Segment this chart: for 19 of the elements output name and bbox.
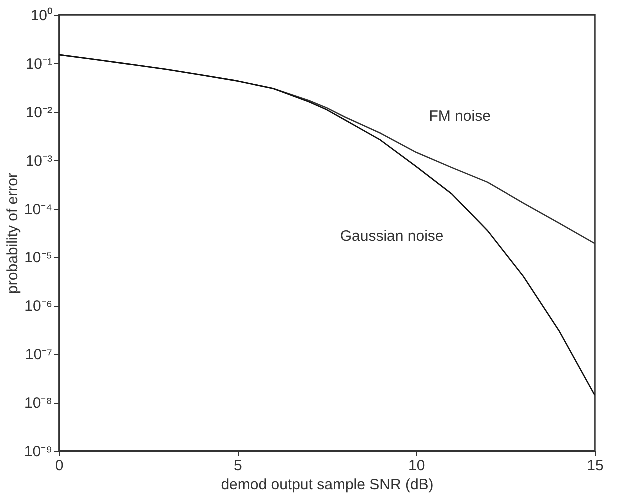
y-tick-label: 10⁻⁸ — [24, 395, 52, 412]
y-tick-label: 10⁻¹ — [26, 56, 52, 73]
y-tick-label: 10⁻² — [26, 104, 52, 122]
y-tick-label: 10⁻⁶ — [24, 298, 52, 316]
y-tick-label: 10⁻⁵ — [24, 250, 52, 267]
y-tick-label: 10⁰ — [30, 8, 52, 24]
y-tick-label: 10⁻⁴ — [24, 201, 52, 218]
y-tick-label: 10⁻⁷ — [25, 346, 52, 364]
line-series — [59, 54, 595, 396]
x-tick-label: 5 — [234, 458, 242, 474]
x-tick-label: 10 — [408, 458, 426, 474]
text: FM noise — [429, 108, 491, 125]
series-label: Gaussian noise — [340, 228, 444, 246]
x-tick-label: 15 — [587, 458, 604, 474]
y-tick-label: 10⁻³ — [26, 152, 52, 170]
y-axis-title: probability of error — [4, 173, 22, 294]
x-axis-title: demod output sample SNR (dB) — [221, 476, 434, 494]
y-tick-label: 10⁻⁹ — [24, 444, 52, 460]
x-tick-label: 0 — [55, 458, 64, 474]
